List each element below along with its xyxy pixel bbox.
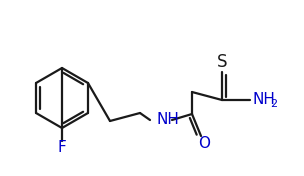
Text: NH: NH — [252, 93, 275, 108]
Text: S: S — [217, 53, 227, 71]
Text: 2: 2 — [270, 99, 277, 109]
Text: NH: NH — [156, 112, 179, 127]
Text: F: F — [58, 140, 66, 156]
Text: O: O — [198, 137, 210, 152]
